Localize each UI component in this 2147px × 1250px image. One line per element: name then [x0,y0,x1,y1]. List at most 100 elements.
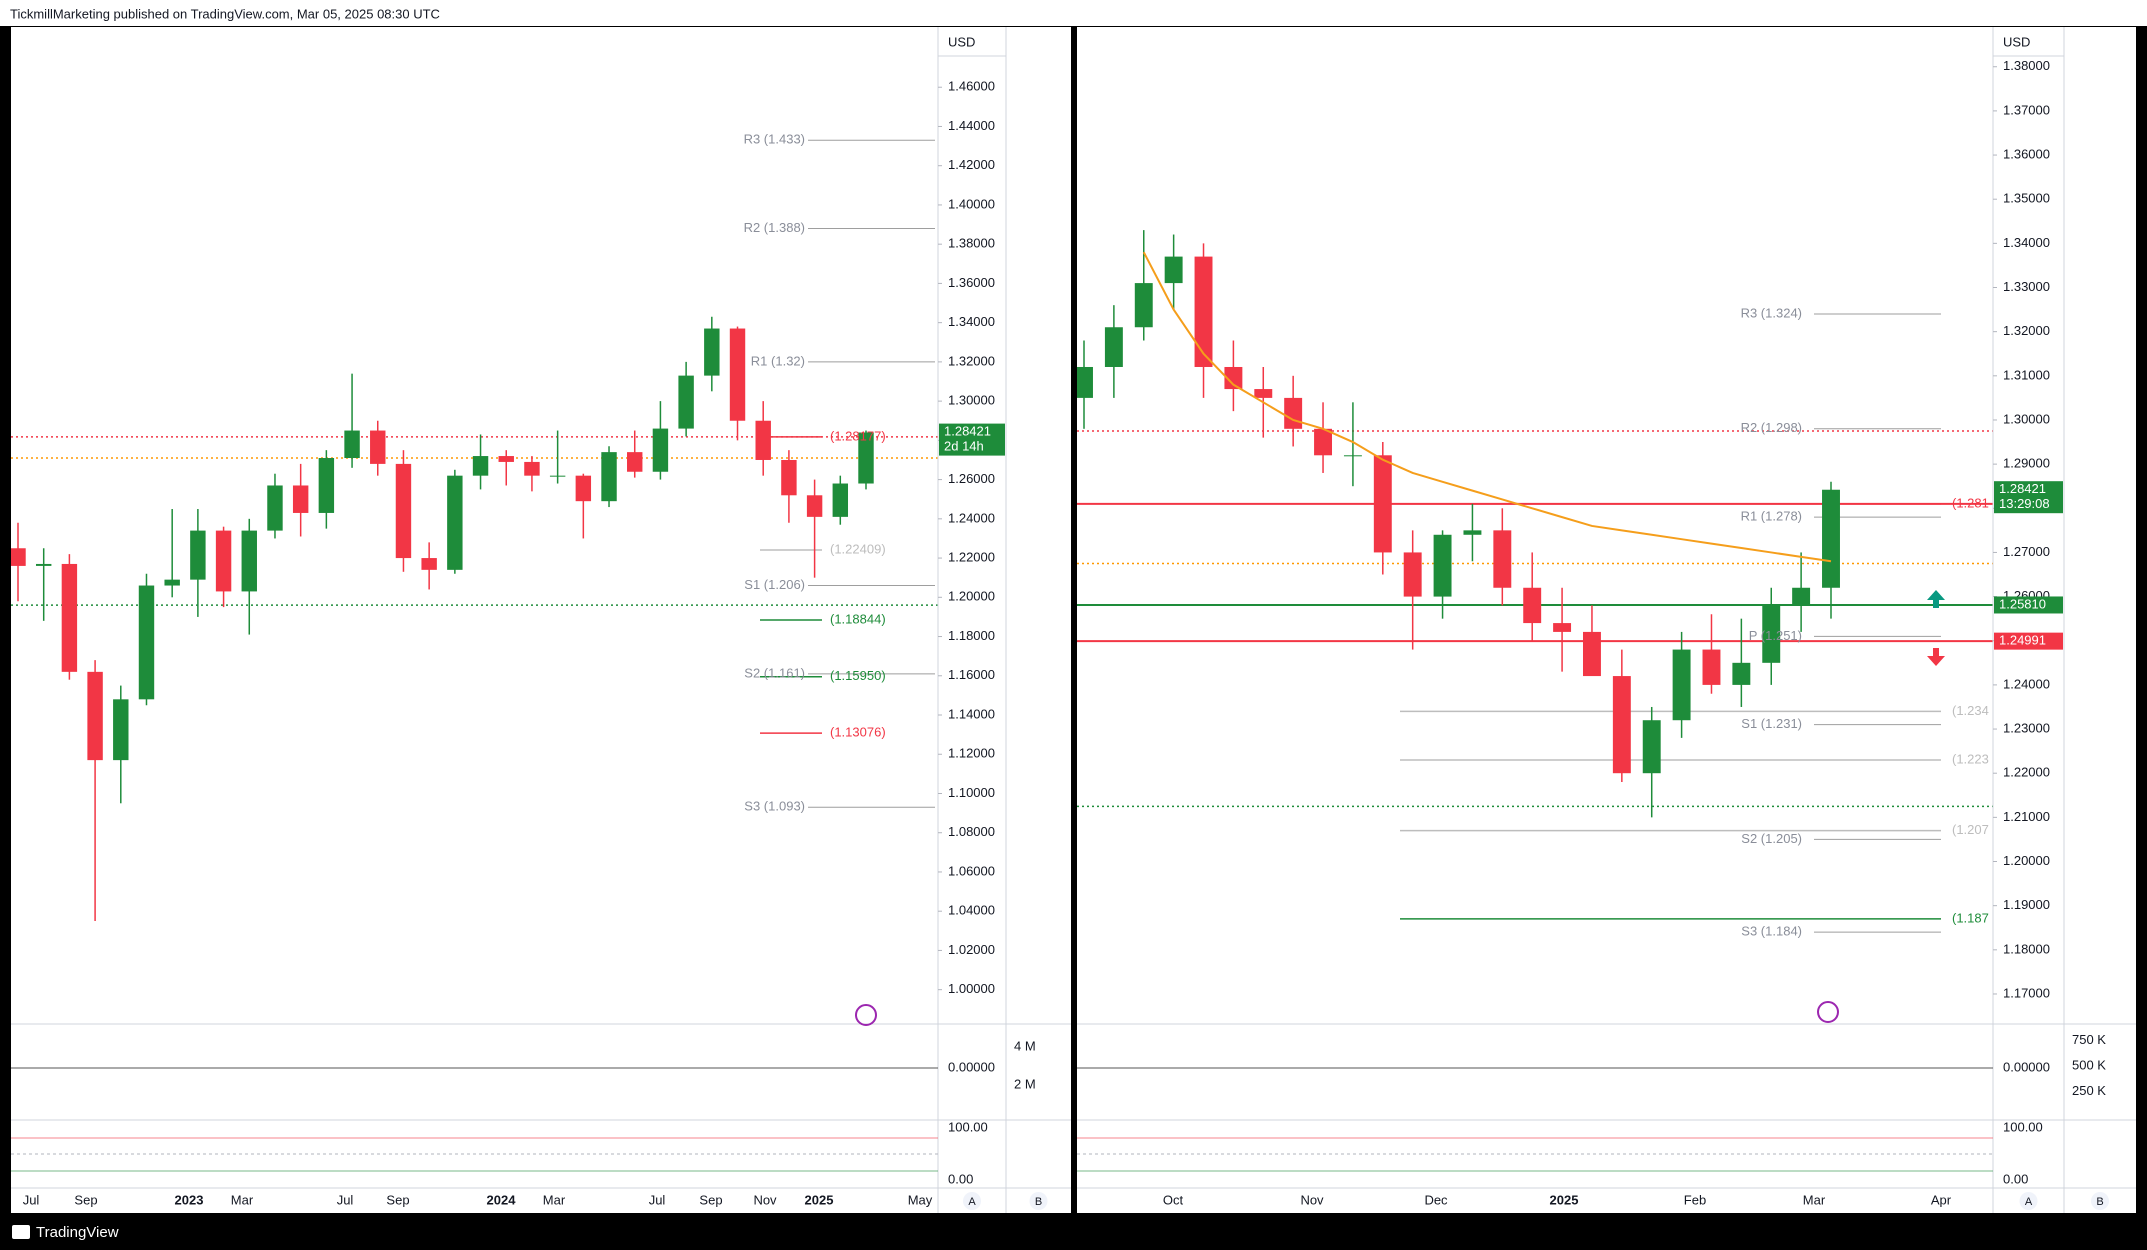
candle-body [1523,587,1542,624]
y-tick-label: 1.27000 [2003,544,2050,559]
y-tick-label: 1.40000 [948,196,995,211]
plot [1077,230,1993,933]
candle-body [267,485,283,531]
y-tick-label: 1.18000 [948,628,995,643]
moving-average [1142,251,1832,563]
candle-body [1373,455,1392,553]
tag-label: (1.28177) [830,428,886,443]
candle-body [729,328,746,421]
candle-body [1104,327,1123,367]
y-tick-label: 1.24000 [948,510,995,525]
y-tick-label: 1.37000 [2003,102,2050,117]
candle-body [472,456,489,476]
alert-icon[interactable] [1817,1001,1839,1023]
tag-label: (1.18844) [830,611,886,626]
candle-body [678,375,694,429]
pivot-label: S3 (1.093) [744,799,805,814]
candle-body [447,475,463,570]
price-box-label: 1.25810 [1999,596,2046,611]
pivot-label: S3 (1.184) [1741,924,1802,939]
candle-body [35,563,52,566]
axis-button[interactable] [2091,1192,2109,1210]
stoch-label: 100.00 [948,1119,988,1134]
candle-body [370,430,386,464]
candle-body [421,558,437,570]
panel [11,27,1071,1213]
candle-body [549,475,566,477]
candle-body [395,463,412,559]
y-tick-label: 1.44000 [948,118,995,133]
x-tick-label: Sep [74,1192,97,1207]
candle-body [241,530,257,592]
pivot-label: P (1.251) [1749,628,1802,643]
y-tick-label: 1.14000 [948,706,995,721]
pivot-label: S2 (1.161) [744,665,805,680]
price-box-sub: 2d 14h [944,439,984,454]
candle-body [1194,256,1213,367]
x-tick-label: Feb [1684,1192,1706,1207]
arrow-up [1927,590,1945,608]
alert-icon[interactable] [855,1004,877,1026]
x-tick-label: Apr [1931,1192,1952,1207]
x-tick-label: Jul [649,1192,666,1207]
price-box-sub: 13:29:08 [1999,496,2050,511]
y-tick-label: 1.16000 [948,667,995,682]
y-tick-label: 1.36000 [2003,146,2050,161]
candle-body [1792,587,1811,606]
candle-body [704,328,720,376]
x-tick-label: Mar [1803,1192,1826,1207]
candle-body [1612,676,1631,774]
y-tick-label: 1.30000 [948,393,995,408]
axis-button[interactable] [1029,1192,1048,1210]
stoch-label: 0.00 [2003,1171,2028,1186]
volume-label: 750 K [2072,1032,2106,1047]
y-tick-label: 1.08000 [948,824,995,839]
brand: TradingView [36,1224,119,1241]
candle-body [1343,455,1362,457]
candle-body [1553,623,1572,632]
currency-label: USD [948,34,975,49]
y-tick-label: 1.04000 [948,903,995,918]
candle-body [215,530,232,592]
y-tick-label: 1.22000 [948,550,995,565]
candle-body [1164,256,1183,284]
candle-body [1433,534,1452,597]
candle-body [1254,389,1273,398]
candle-body [1224,366,1243,390]
stoch-label: 0.00 [948,1171,973,1186]
candle-body [627,452,643,472]
candle-body [113,699,129,761]
candle-body [344,430,360,459]
candle-body [87,671,103,761]
y-tick-label: 1.17000 [2003,985,2050,1000]
volume-label: 2 M [1014,1076,1036,1091]
candle-body [1284,397,1303,429]
brand-logo [12,1225,30,1239]
x-tick-label: May [908,1192,933,1207]
x-tick-label: Sep [699,1192,722,1207]
volume-label: 250 K [2072,1083,2106,1098]
axis-button[interactable] [2019,1192,2038,1210]
x-tick-label: 2025 [1550,1192,1579,1207]
y-tick-label: 1.18000 [2003,941,2050,956]
x-tick-label: 2023 [175,1192,204,1207]
y-tick-label: 1.20000 [948,589,995,604]
axis-button[interactable] [963,1192,981,1210]
y-tick-label: 1.38000 [2003,58,2050,73]
y-tick-label: 1.35000 [2003,191,2050,206]
volume-label: 500 K [2072,1057,2106,1072]
price-box [1994,596,2063,614]
axis-button-label: B [1035,1196,1042,1208]
plot [11,139,938,922]
candle-body [1463,530,1482,535]
pivot-label: R3 (1.324) [1741,305,1802,320]
y-tick-label: 1.46000 [948,79,995,94]
axis-button-label: A [2025,1196,2033,1208]
candle-body [318,458,335,513]
pivot-label: R3 (1.433) [744,132,805,147]
candle-body [1702,649,1721,685]
tag-label: (1.281 [1952,495,1989,510]
y-tick-label: 1.21000 [2003,809,2050,824]
x-tick-label: Jul [337,1192,354,1207]
